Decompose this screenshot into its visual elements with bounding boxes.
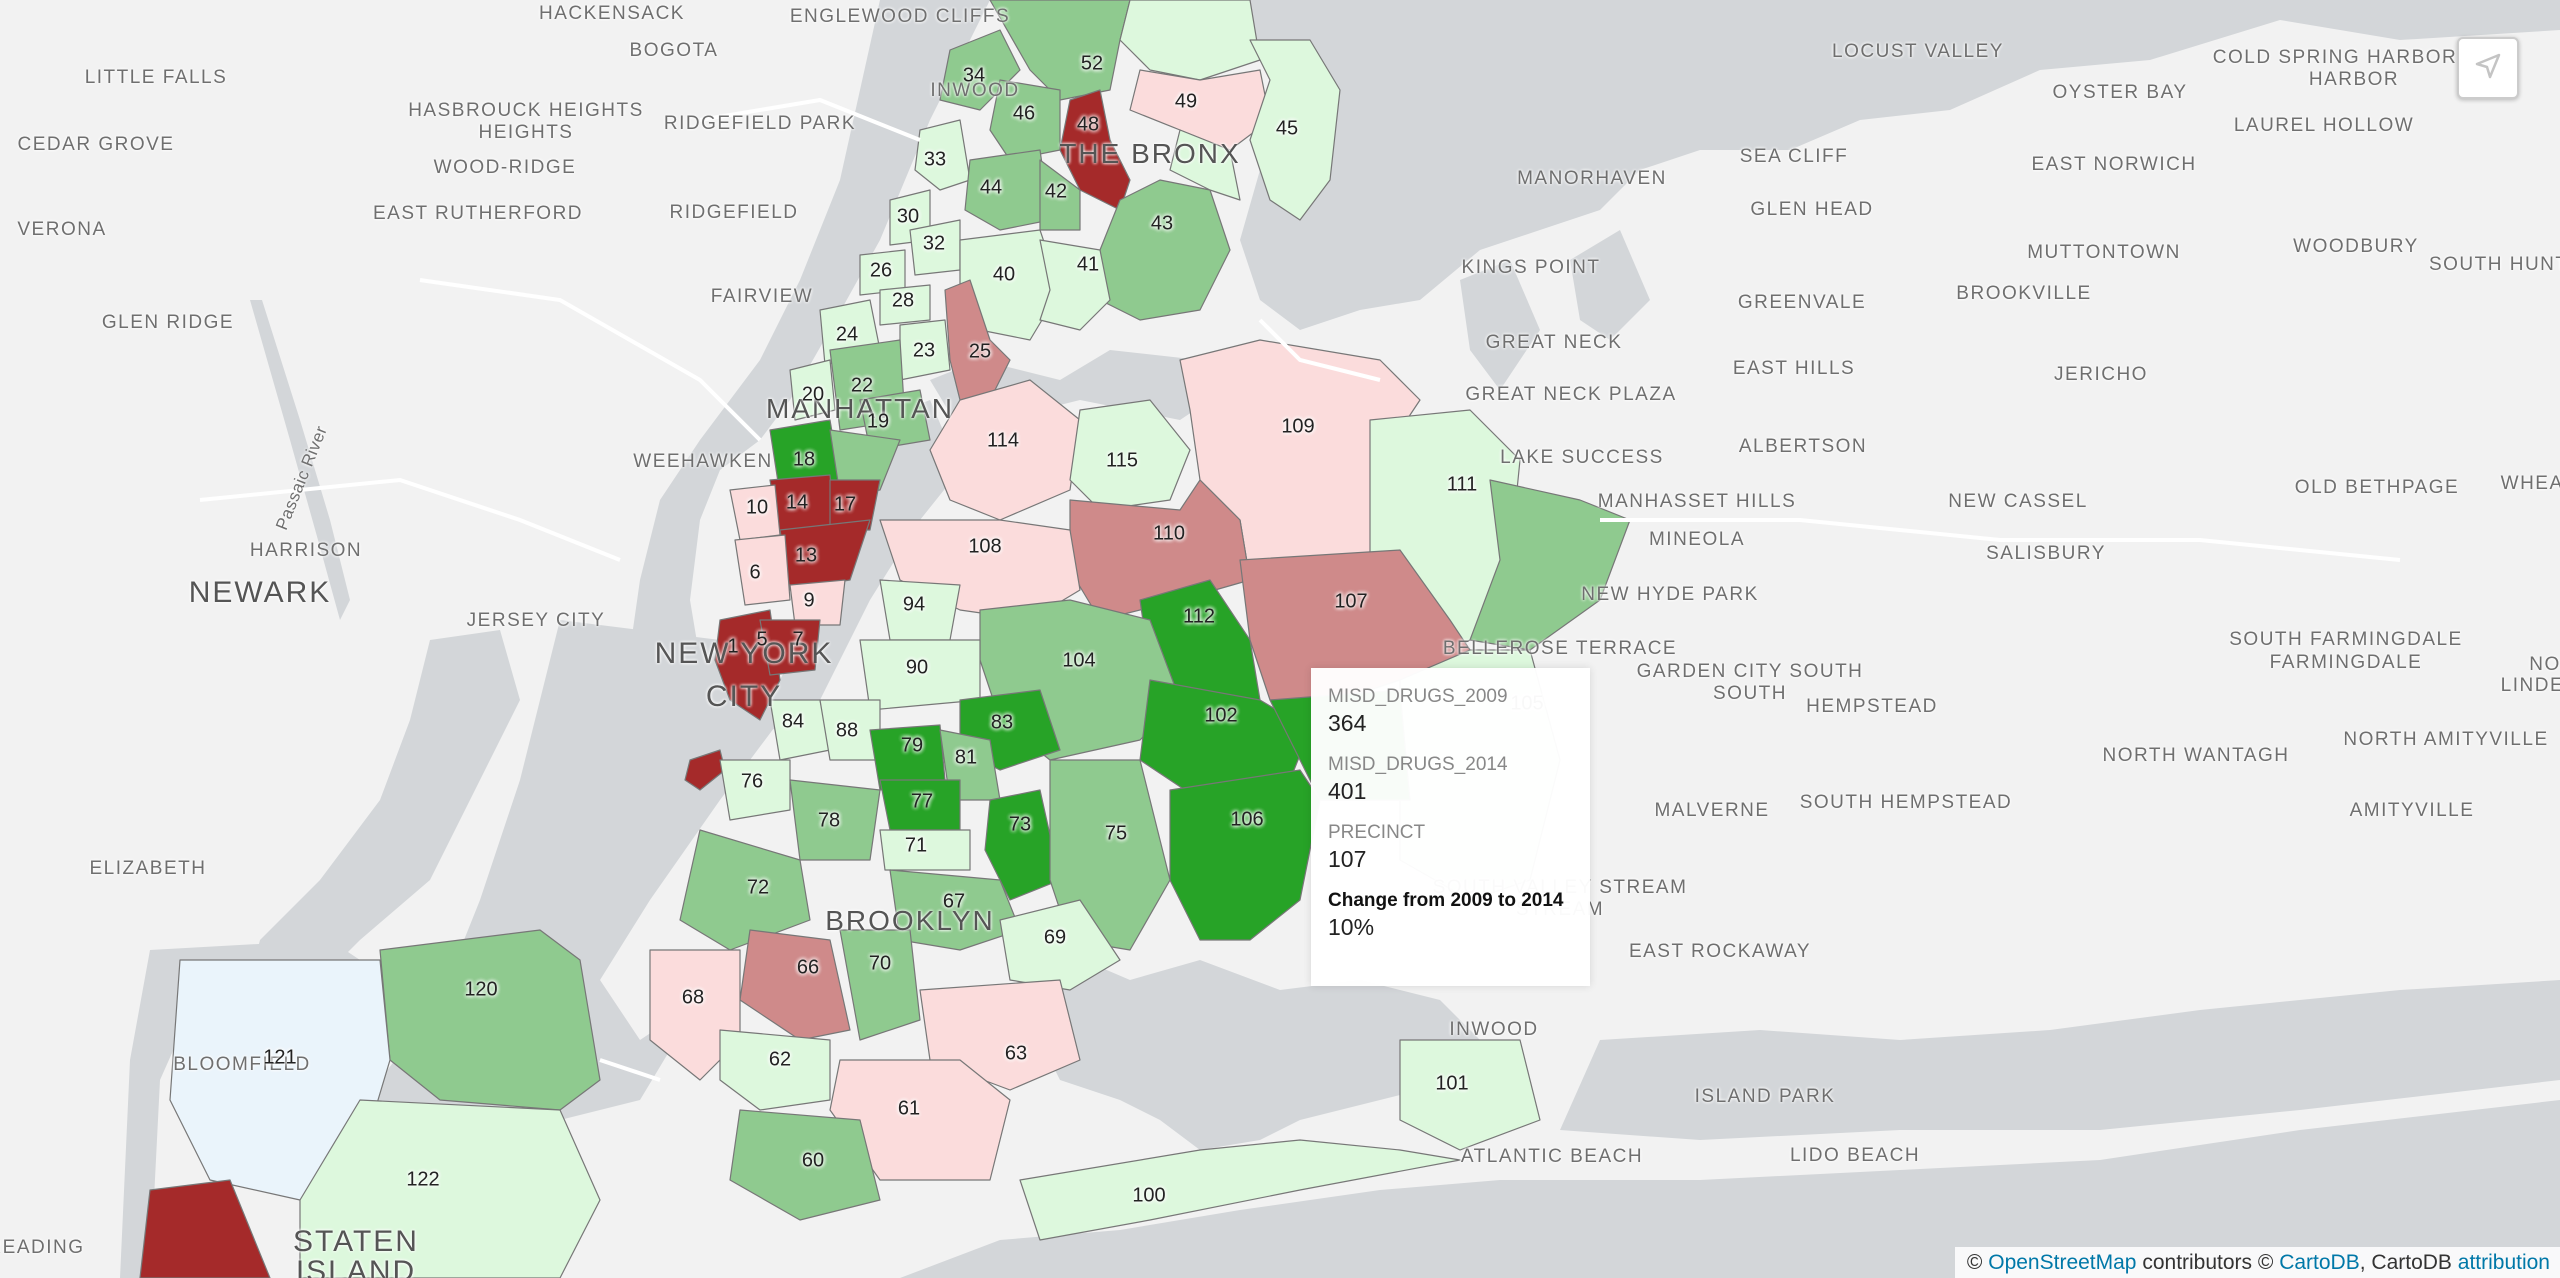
precinct-polygons (139, 0, 1631, 1278)
precinct-shape-gov[interactable] (684, 749, 726, 791)
cartodb-link[interactable]: CartoDB (2279, 1251, 2360, 1274)
precinct-shape-120[interactable] (379, 929, 601, 1111)
precinct-shape-47[interactable] (1169, 129, 1241, 201)
map-attribution: © OpenStreetMap contributors © CartoDB, … (1954, 1247, 2560, 1278)
tooltip-label: MISD_DRUGS_2014 (1328, 754, 1508, 775)
precinct-shape-62[interactable] (719, 1029, 831, 1111)
attribution-link[interactable]: attribution (2457, 1251, 2550, 1274)
tooltip-change-value: 10% (1328, 914, 1375, 940)
precinct-shape-122[interactable] (299, 1099, 601, 1278)
precinct-shape-115[interactable] (1069, 399, 1191, 511)
tooltip-field-precinct: PRECINCT 107 (1328, 822, 1573, 874)
precinct-shape-33[interactable] (914, 119, 971, 191)
precinct-shape-45[interactable] (1249, 39, 1341, 221)
precinct-shape-114[interactable] (929, 379, 1081, 521)
attribution-cartodb-text: , CartoDB (2359, 1251, 2458, 1274)
tooltip-field-misd-2009: MISD_DRUGS_2009 364 (1328, 686, 1573, 738)
precinct-shape-20[interactable] (789, 359, 836, 421)
precinct-shape-41[interactable] (1039, 239, 1111, 331)
roads (199, 97, 2401, 1082)
precinct-shape-77[interactable] (879, 779, 961, 831)
tooltip-field-misd-2014: MISD_DRUGS_2014 401 (1328, 754, 1573, 806)
precinct-shape-17[interactable] (829, 479, 881, 531)
precinct-shape-52[interactable] (989, 0, 1131, 101)
precinct-shape-60[interactable] (729, 1109, 881, 1221)
precinct-shape-32[interactable] (909, 219, 961, 276)
precinct-shape-78[interactable] (789, 779, 881, 861)
precinct-shape-48[interactable] (1059, 89, 1131, 211)
precinct-shape-44[interactable] (964, 149, 1051, 231)
tooltip-field-change: Change from 2009 to 2014 10% (1328, 890, 1573, 942)
precinct-shape-9[interactable] (789, 579, 846, 626)
precinct-shape-76[interactable] (719, 759, 791, 821)
tooltip-value: 107 (1328, 846, 1367, 872)
precinct-shape-6[interactable] (734, 534, 791, 606)
precinct-shape-42[interactable] (1039, 159, 1081, 231)
precinct-shape-106[interactable] (1169, 769, 1321, 941)
attribution-contributors: contributors © (2136, 1251, 2280, 1274)
precinct-shape-69[interactable] (999, 899, 1121, 991)
tooltip-value: 401 (1328, 778, 1367, 804)
tooltip-label: PRECINCT (1328, 822, 1426, 843)
locate-button[interactable] (2457, 37, 2519, 99)
precinct-shape-61[interactable] (829, 1059, 1011, 1181)
precinct-shape-71[interactable] (879, 829, 971, 871)
tooltip-value: 364 (1328, 710, 1367, 736)
precinct-shape-28[interactable] (879, 284, 931, 326)
attribution-copyright: © (1966, 1251, 1989, 1274)
tooltip-change-label: Change from 2009 to 2014 (1328, 890, 1564, 911)
precinct-shape-67[interactable] (889, 869, 1021, 951)
precinct-tooltip: MISD_DRUGS_2009 364 MISD_DRUGS_2014 401 … (1311, 668, 1590, 986)
precinct-shape-23[interactable] (899, 319, 951, 381)
openstreetmap-link[interactable]: OpenStreetMap (1988, 1251, 2137, 1274)
precinct-shape-19[interactable] (859, 389, 931, 451)
precinct-shape-66[interactable] (739, 929, 851, 1041)
precinct-shape-113[interactable] (1469, 479, 1631, 651)
precinct-shape-49[interactable] (1129, 69, 1271, 151)
tooltip-label: MISD_DRUGS_2009 (1328, 686, 1508, 707)
precinct-shape-100[interactable] (1019, 1139, 1461, 1241)
precinct-shape-101[interactable] (1399, 1039, 1541, 1151)
precinct-shape-94[interactable] (879, 579, 961, 641)
precinct-shape-5[interactable] (759, 619, 821, 676)
precinct-shape-mid[interactable] (829, 429, 901, 496)
location-arrow-icon (2473, 51, 2503, 86)
precinct-shape-123[interactable] (139, 1179, 271, 1278)
precinct-shape-73[interactable] (984, 789, 1061, 901)
precinct-shape-70[interactable] (839, 929, 921, 1041)
